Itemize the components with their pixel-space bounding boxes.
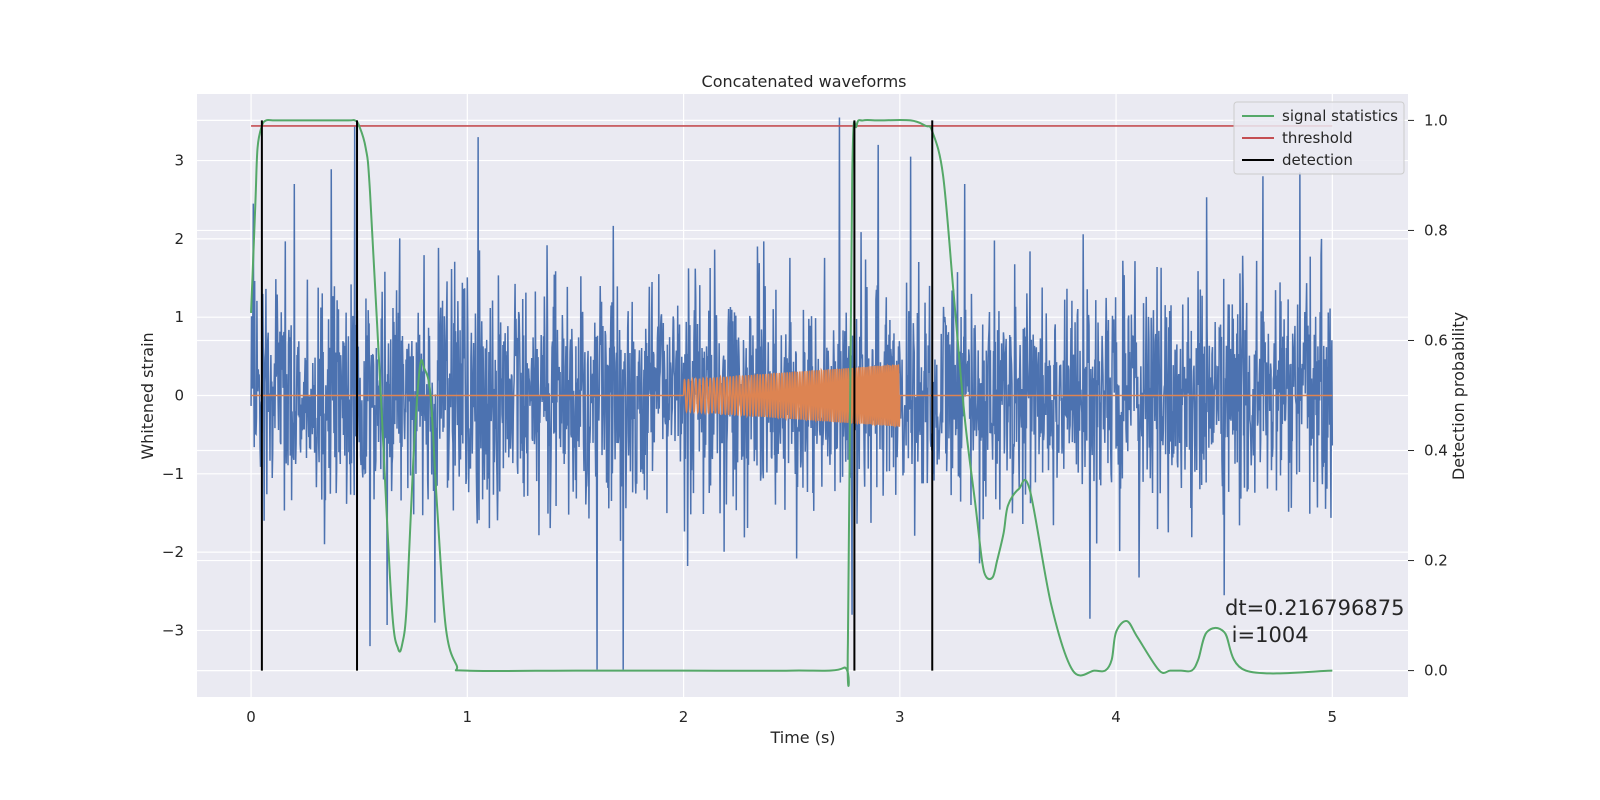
- injected-signal-series: [251, 363, 1333, 429]
- y-right-tick-label: 0.0: [1424, 662, 1448, 680]
- y-axis-right-title: Detection probability: [1449, 312, 1468, 480]
- x-tick-label: 4: [1111, 708, 1121, 726]
- chart-title: Concatenated waveforms: [702, 72, 907, 91]
- annotation: dt=0.216796875 i=1004: [1225, 596, 1404, 647]
- x-tick-label: 0: [246, 708, 256, 726]
- y-tick-label: 1: [174, 308, 184, 326]
- series-layer: [250, 117, 1334, 687]
- x-tick-label: 5: [1328, 708, 1338, 726]
- y-tick-label: −1: [162, 465, 184, 483]
- annotation-dt: dt=0.216796875: [1225, 596, 1404, 620]
- y-right-tick-label: 0.4: [1424, 442, 1448, 460]
- y-tick-label: 0: [174, 387, 184, 405]
- y-axis-title: Whitened strain: [138, 332, 157, 459]
- x-tick-label: 1: [463, 708, 473, 726]
- y-right-tick-label: 0.8: [1424, 221, 1448, 239]
- y-tick-label: 2: [174, 230, 184, 248]
- y-tick-label: −3: [162, 621, 184, 639]
- signal-statistics-series: [250, 119, 1333, 687]
- y-tick-label: 3: [174, 152, 184, 170]
- legend-label: signal statistics: [1282, 107, 1398, 125]
- annotation-i: i=1004: [1225, 623, 1309, 647]
- x-tick-label: 2: [679, 708, 689, 726]
- y-right-tick-label: 0.2: [1424, 552, 1448, 570]
- strain-series: [250, 117, 1334, 670]
- x-axis-title: Time (s): [769, 728, 835, 747]
- x-tick-label: 3: [895, 708, 905, 726]
- ticks-layer: 0 1 2 3 4 5 −3 −2 −1 0 1 2 3 0.0 0.2 0.4 0.6 0.8 1.0: [162, 111, 1448, 726]
- y-right-tick-label: 0.6: [1424, 331, 1448, 349]
- y-tick-label: −2: [162, 543, 184, 561]
- legend-label: threshold: [1282, 129, 1353, 147]
- legend-label: detection: [1282, 151, 1353, 169]
- legend: signal statistics threshold detection: [1233, 101, 1405, 175]
- legend-box: [1233, 101, 1405, 175]
- y-right-tick-label: 1.0: [1424, 111, 1448, 129]
